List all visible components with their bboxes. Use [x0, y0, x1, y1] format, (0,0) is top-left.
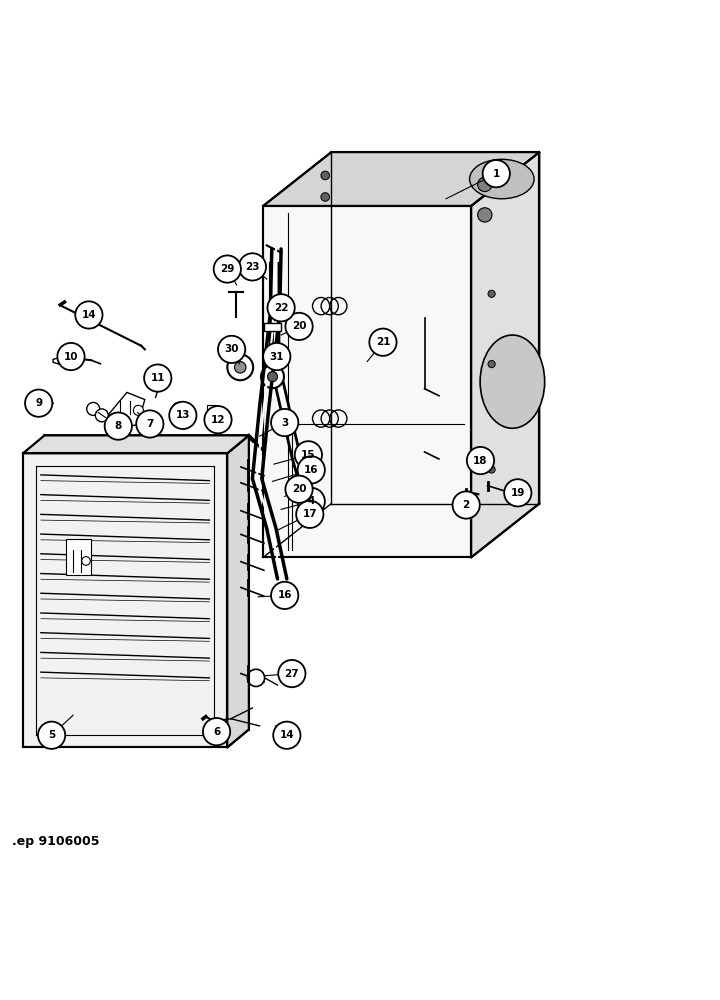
Text: 7: 7 [146, 419, 153, 429]
Text: 6: 6 [213, 727, 220, 737]
Circle shape [271, 409, 298, 436]
Text: 27: 27 [284, 669, 300, 679]
Circle shape [214, 255, 241, 283]
Circle shape [86, 402, 99, 415]
Text: 11: 11 [150, 373, 165, 383]
Circle shape [321, 193, 330, 201]
Circle shape [285, 313, 312, 340]
Text: 17: 17 [302, 509, 317, 519]
Circle shape [467, 447, 494, 474]
Circle shape [144, 364, 171, 392]
Circle shape [488, 290, 495, 297]
Circle shape [81, 557, 90, 565]
Circle shape [504, 479, 531, 506]
Circle shape [453, 491, 480, 519]
Circle shape [248, 669, 265, 686]
Text: 18: 18 [473, 456, 487, 466]
Circle shape [95, 409, 108, 422]
Circle shape [151, 369, 167, 385]
Bar [207, 405, 217, 410]
Text: .ep 9106005: .ep 9106005 [12, 835, 99, 848]
Circle shape [488, 466, 495, 473]
Circle shape [218, 336, 246, 363]
Circle shape [297, 456, 325, 484]
Circle shape [203, 718, 230, 745]
Text: 10: 10 [63, 352, 78, 362]
Text: 5: 5 [48, 730, 55, 740]
Text: 13: 13 [176, 410, 190, 420]
Polygon shape [264, 152, 539, 206]
Text: 19: 19 [510, 488, 525, 498]
Circle shape [369, 329, 397, 356]
Ellipse shape [480, 335, 545, 428]
Circle shape [235, 362, 246, 373]
Text: 2: 2 [462, 500, 469, 510]
Text: 12: 12 [211, 415, 225, 425]
Circle shape [296, 501, 323, 528]
Circle shape [267, 372, 277, 382]
Polygon shape [264, 206, 471, 557]
Text: 20: 20 [292, 484, 306, 494]
Circle shape [76, 301, 102, 329]
Text: 21: 21 [376, 337, 390, 347]
Text: 30: 30 [225, 344, 239, 354]
Polygon shape [471, 152, 539, 557]
Polygon shape [228, 435, 249, 747]
Circle shape [271, 582, 298, 609]
Polygon shape [109, 392, 145, 428]
Text: 1: 1 [492, 169, 500, 179]
Circle shape [228, 354, 253, 380]
Circle shape [58, 343, 84, 370]
Text: 29: 29 [220, 264, 235, 274]
Circle shape [136, 410, 163, 438]
Circle shape [25, 390, 53, 417]
Circle shape [273, 722, 300, 749]
Polygon shape [23, 435, 249, 453]
Circle shape [239, 253, 266, 281]
Circle shape [104, 412, 132, 440]
Ellipse shape [469, 159, 534, 199]
Circle shape [173, 402, 184, 414]
Circle shape [297, 488, 325, 515]
Circle shape [285, 476, 312, 503]
Text: 22: 22 [274, 303, 288, 313]
Circle shape [477, 208, 492, 222]
Circle shape [261, 365, 284, 388]
Circle shape [169, 402, 197, 429]
Circle shape [294, 441, 322, 468]
Polygon shape [23, 453, 228, 747]
Text: 14: 14 [279, 730, 294, 740]
Text: 16: 16 [304, 465, 318, 475]
Text: 23: 23 [246, 262, 260, 272]
Circle shape [133, 405, 143, 415]
Circle shape [267, 294, 294, 321]
Text: 9: 9 [35, 398, 42, 408]
Text: 8: 8 [114, 421, 122, 431]
Text: 15: 15 [301, 450, 315, 460]
Bar [66, 539, 91, 575]
Bar [264, 323, 281, 331]
Text: 16: 16 [277, 590, 292, 600]
Circle shape [480, 463, 488, 472]
Circle shape [488, 361, 495, 368]
Circle shape [264, 343, 290, 370]
Circle shape [321, 171, 330, 180]
Circle shape [204, 406, 232, 433]
Circle shape [482, 160, 510, 187]
Text: 3: 3 [281, 418, 288, 428]
Text: 4: 4 [307, 496, 315, 506]
Polygon shape [53, 357, 66, 365]
Text: 31: 31 [269, 352, 284, 362]
Text: 20: 20 [292, 321, 306, 331]
Circle shape [38, 722, 66, 749]
Circle shape [477, 177, 492, 192]
Circle shape [278, 660, 305, 687]
Text: 14: 14 [81, 310, 96, 320]
